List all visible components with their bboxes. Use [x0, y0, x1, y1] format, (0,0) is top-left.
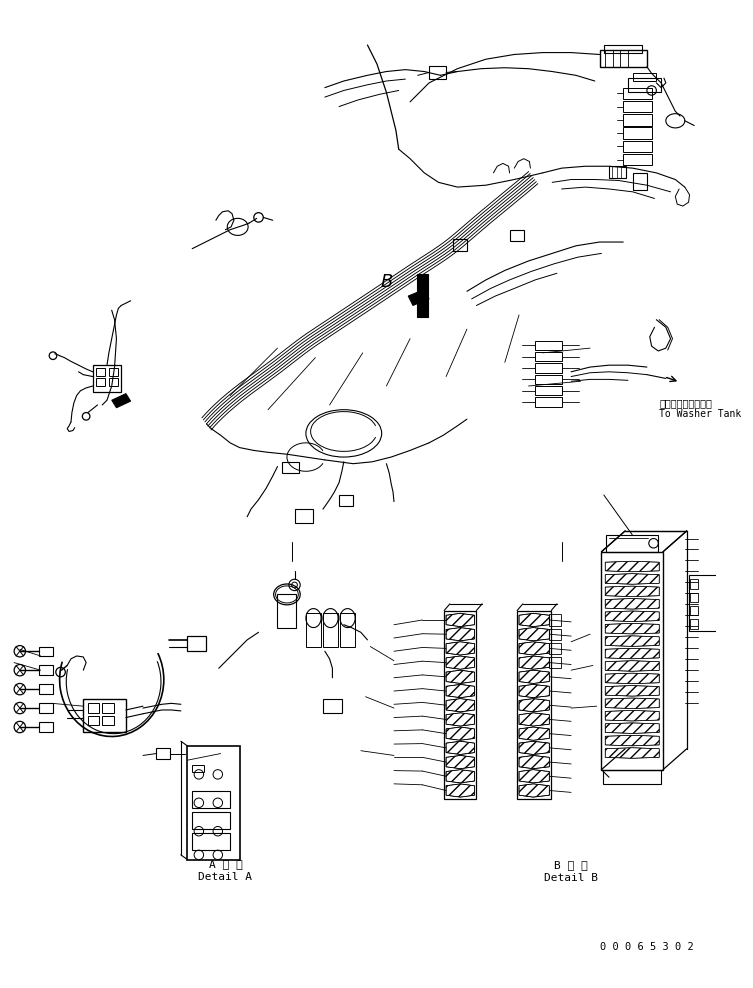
Bar	[88, 715, 99, 725]
Bar	[294, 509, 313, 524]
Bar	[535, 397, 562, 407]
Bar	[510, 230, 524, 241]
Bar	[691, 579, 698, 589]
Bar	[93, 366, 121, 391]
Bar	[38, 666, 53, 675]
Polygon shape	[408, 289, 429, 305]
Text: Detail B: Detail B	[544, 872, 598, 882]
Bar	[603, 770, 661, 783]
Bar	[444, 611, 477, 799]
Bar	[38, 685, 53, 694]
Bar	[453, 239, 467, 251]
Bar	[550, 657, 561, 668]
Bar	[606, 535, 658, 551]
Bar	[109, 378, 118, 386]
Bar	[192, 833, 230, 850]
Bar	[96, 378, 105, 386]
Bar	[609, 166, 626, 178]
Bar	[96, 368, 105, 375]
Bar	[323, 614, 338, 646]
Bar	[416, 275, 428, 317]
Bar	[602, 551, 663, 770]
Bar	[38, 722, 53, 732]
Text: A 詳 細: A 詳 細	[209, 860, 242, 869]
Bar	[340, 614, 355, 646]
Bar	[623, 140, 651, 152]
Bar	[535, 352, 562, 362]
Bar	[628, 78, 661, 92]
Bar	[84, 699, 126, 732]
Bar	[691, 619, 698, 628]
Bar	[277, 595, 297, 627]
Text: B: B	[380, 273, 392, 290]
Text: B 詳 細: B 詳 細	[554, 861, 588, 870]
Bar	[102, 715, 114, 725]
Bar	[339, 495, 353, 506]
Text: ウォッシャタンクヘ: ウォッシャタンクヘ	[659, 398, 712, 408]
Bar	[623, 154, 651, 165]
Bar	[633, 173, 647, 190]
Bar	[323, 699, 342, 712]
Bar	[535, 364, 562, 372]
Bar	[623, 127, 651, 138]
Bar	[192, 791, 230, 808]
Bar	[691, 606, 698, 616]
Bar	[550, 615, 561, 625]
Bar	[550, 643, 561, 654]
Text: Detail A: Detail A	[198, 871, 252, 881]
Bar	[102, 703, 114, 712]
Bar	[109, 368, 118, 375]
Bar	[192, 812, 230, 829]
Bar	[429, 66, 446, 79]
Bar	[306, 614, 321, 646]
Bar	[604, 45, 642, 52]
Bar	[535, 386, 562, 395]
Bar	[187, 746, 239, 860]
Bar	[688, 574, 717, 631]
Bar	[88, 703, 99, 712]
Bar	[633, 73, 657, 81]
Bar	[599, 49, 647, 67]
Bar	[691, 593, 698, 602]
Bar	[38, 703, 53, 712]
Bar	[550, 628, 561, 640]
Bar	[192, 765, 203, 773]
Bar	[517, 611, 551, 799]
Bar	[535, 341, 562, 350]
Bar	[156, 748, 170, 759]
Bar	[623, 101, 651, 113]
Bar	[282, 461, 299, 473]
Bar	[623, 88, 651, 99]
Bar	[535, 374, 562, 384]
Bar	[623, 115, 651, 125]
Polygon shape	[111, 393, 131, 408]
Text: To Washer Tank: To Washer Tank	[659, 409, 742, 420]
Bar	[187, 636, 206, 651]
Text: 0 0 0 6 5 3 0 2: 0 0 0 6 5 3 0 2	[600, 942, 694, 951]
Bar	[38, 646, 53, 656]
